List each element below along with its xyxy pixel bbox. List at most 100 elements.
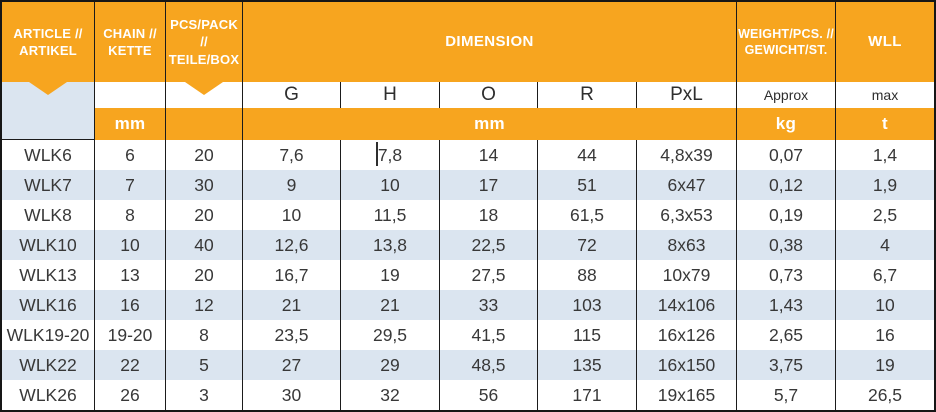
cell-r: 51 xyxy=(538,170,637,200)
cell-article: WLK6 xyxy=(2,140,95,170)
cell-g: 9 xyxy=(243,170,341,200)
cell-weight: 0,12 xyxy=(737,170,836,200)
cell-r: 103 xyxy=(538,290,637,320)
unit-wll-t: t xyxy=(836,108,934,140)
subheader-approx: Approx xyxy=(737,82,836,108)
cell-chain: 22 xyxy=(95,350,166,380)
cell-chain: 6 xyxy=(95,140,166,170)
cell-weight: 0,38 xyxy=(737,230,836,260)
cell-pxl: 8x63 xyxy=(637,230,737,260)
subheader-h: H xyxy=(341,82,440,108)
cell-h-value: 7,8 xyxy=(377,144,403,165)
subheader-r: R xyxy=(538,82,637,108)
cell-o: 14 xyxy=(440,140,538,170)
cell-r: 135 xyxy=(538,350,637,380)
cell-pxl: 4,8x39 xyxy=(637,140,737,170)
cell-pcs: 8 xyxy=(166,320,243,350)
cell-r: 72 xyxy=(538,230,637,260)
cell-g: 23,5 xyxy=(243,320,341,350)
header-pcs-pack: PCS/PACK // TEILE/BOX xyxy=(166,2,243,82)
cell-wll: 26,5 xyxy=(867,384,903,405)
cell-wll: 19 xyxy=(836,350,934,380)
cell-wll: 2,5 xyxy=(872,204,898,225)
cell-pxl: 14x106 xyxy=(637,290,737,320)
cell-g: 27 xyxy=(243,350,341,380)
subheader-g: G xyxy=(243,82,341,108)
cell-pcs: 3 xyxy=(166,380,243,410)
header-dimension: DIMENSION xyxy=(243,2,737,82)
cell-pcs: 5 xyxy=(166,350,243,380)
chevron-down-icon xyxy=(29,82,67,95)
cell-chain: 19-20 xyxy=(95,320,166,350)
cell-chain: 13 xyxy=(95,260,166,290)
subheader-pxl: PxL xyxy=(637,82,737,108)
cell-o: 48,5 xyxy=(440,350,538,380)
cell-r: 61,5 xyxy=(538,200,637,230)
cell-chain: 26 xyxy=(95,380,166,410)
cell-pxl: 19x165 xyxy=(637,380,737,410)
cell-g: 16,7 xyxy=(243,260,341,290)
cell-r: 171 xyxy=(538,380,637,410)
cell-weight: 3,75 xyxy=(737,350,836,380)
cell-pxl: 6x47 xyxy=(637,170,737,200)
cell-h: 29 xyxy=(341,350,440,380)
cell-h: 7,8 xyxy=(341,140,440,170)
cell-article: WLK8 xyxy=(2,200,95,230)
cell-pxl: 16x126 xyxy=(637,320,737,350)
subheader-max: max xyxy=(871,87,899,103)
cell-h: 11,5 xyxy=(341,200,440,230)
cell-r: 44 xyxy=(538,140,637,170)
cell-weight: 0,07 xyxy=(737,140,836,170)
subheader-o: O xyxy=(440,82,538,108)
pcs-pointer-cell xyxy=(166,82,243,108)
cell-pxl: 16x150 xyxy=(637,350,737,380)
cell-o: 22,5 xyxy=(440,230,538,260)
cell-wll: 4 xyxy=(836,230,934,260)
cell-wll: 10 xyxy=(836,290,934,320)
cell-chain: 16 xyxy=(95,290,166,320)
cell-chain: 10 xyxy=(95,230,166,260)
cell-weight: 0,73 xyxy=(737,260,836,290)
cell-wll: 1,9 xyxy=(836,170,934,200)
cell-o: 41,5 xyxy=(440,320,538,350)
header-chain: CHAIN // KETTE xyxy=(95,2,166,82)
cell-r: 88 xyxy=(538,260,637,290)
cell-article: WLK10 xyxy=(2,230,95,260)
cell-g: 30 xyxy=(243,380,341,410)
cell-wll: 16 xyxy=(875,324,895,345)
text-caret-artifact xyxy=(376,142,378,166)
unit-weight-kg: kg xyxy=(737,108,836,140)
cell-h: 19 xyxy=(341,260,440,290)
cell-weight: 2,65 xyxy=(737,320,836,350)
cell-pcs: 40 xyxy=(166,230,243,260)
unit-chain-mm: mm xyxy=(95,108,166,140)
cell-weight: 0,19 xyxy=(737,200,836,230)
chain-subheader-empty xyxy=(95,82,166,108)
cell-pcs: 30 xyxy=(166,170,243,200)
header-weight: WEIGHT/PCS. // GEWICHT/ST. xyxy=(737,2,836,82)
cell-article: WLK7 xyxy=(2,170,95,200)
cell-article: WLK13 xyxy=(2,260,95,290)
cell-wll: 6,7 xyxy=(872,264,898,285)
cell-h: 10 xyxy=(341,170,440,200)
cell-o: 18 xyxy=(440,200,538,230)
cell-pcs: 20 xyxy=(166,200,243,230)
cell-h: 29,5 xyxy=(341,320,440,350)
cell-wll: 1,4 xyxy=(872,144,898,165)
cell-o: 33 xyxy=(440,290,538,320)
cell-o: 27,5 xyxy=(440,260,538,290)
cell-o: 56 xyxy=(440,380,538,410)
cell-pxl: 6,3x53 xyxy=(637,200,737,230)
cell-article: WLK19-20 xyxy=(2,320,95,350)
cell-weight: 5,7 xyxy=(737,380,836,410)
cell-g: 12,6 xyxy=(243,230,341,260)
chevron-down-icon xyxy=(185,82,223,95)
cell-g: 7,6 xyxy=(243,140,341,170)
cell-pcs: 12 xyxy=(166,290,243,320)
cell-pcs: 20 xyxy=(166,140,243,170)
cell-chain: 8 xyxy=(95,200,166,230)
unit-dimension-mm: mm xyxy=(243,108,737,140)
cell-article: WLK26 xyxy=(2,380,95,410)
